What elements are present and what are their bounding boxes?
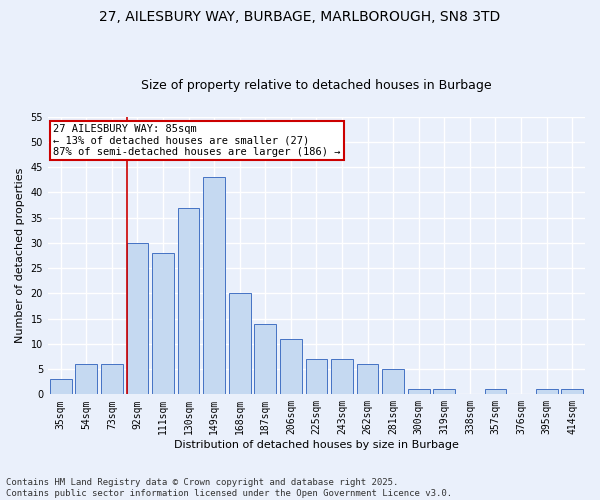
Bar (485, 390, 506, 394)
Bar (50, 379, 71, 394)
Text: Contains HM Land Registry data © Crown copyright and database right 2025.
Contai: Contains HM Land Registry data © Crown c… (6, 478, 452, 498)
Text: 27, AILESBURY WAY, BURBAGE, MARLBOROUGH, SN8 3TD: 27, AILESBURY WAY, BURBAGE, MARLBOROUGH,… (100, 10, 500, 24)
Bar (203, 178, 225, 394)
Bar (280, 339, 302, 394)
Bar (152, 253, 174, 394)
Bar (331, 359, 353, 394)
Y-axis label: Number of detached properties: Number of detached properties (15, 168, 25, 343)
Bar (127, 243, 148, 394)
Bar (433, 390, 455, 394)
Bar (178, 208, 199, 394)
Bar (536, 390, 557, 394)
Bar (101, 364, 123, 394)
Bar (76, 364, 97, 394)
Bar (562, 390, 583, 394)
Bar (254, 324, 276, 394)
Title: Size of property relative to detached houses in Burbage: Size of property relative to detached ho… (141, 79, 492, 92)
Text: 27 AILESBURY WAY: 85sqm
← 13% of detached houses are smaller (27)
87% of semi-de: 27 AILESBURY WAY: 85sqm ← 13% of detache… (53, 124, 341, 157)
Bar (408, 390, 430, 394)
Bar (229, 294, 251, 394)
Bar (305, 359, 328, 394)
X-axis label: Distribution of detached houses by size in Burbage: Distribution of detached houses by size … (174, 440, 459, 450)
Bar (357, 364, 379, 394)
Bar (382, 369, 404, 394)
